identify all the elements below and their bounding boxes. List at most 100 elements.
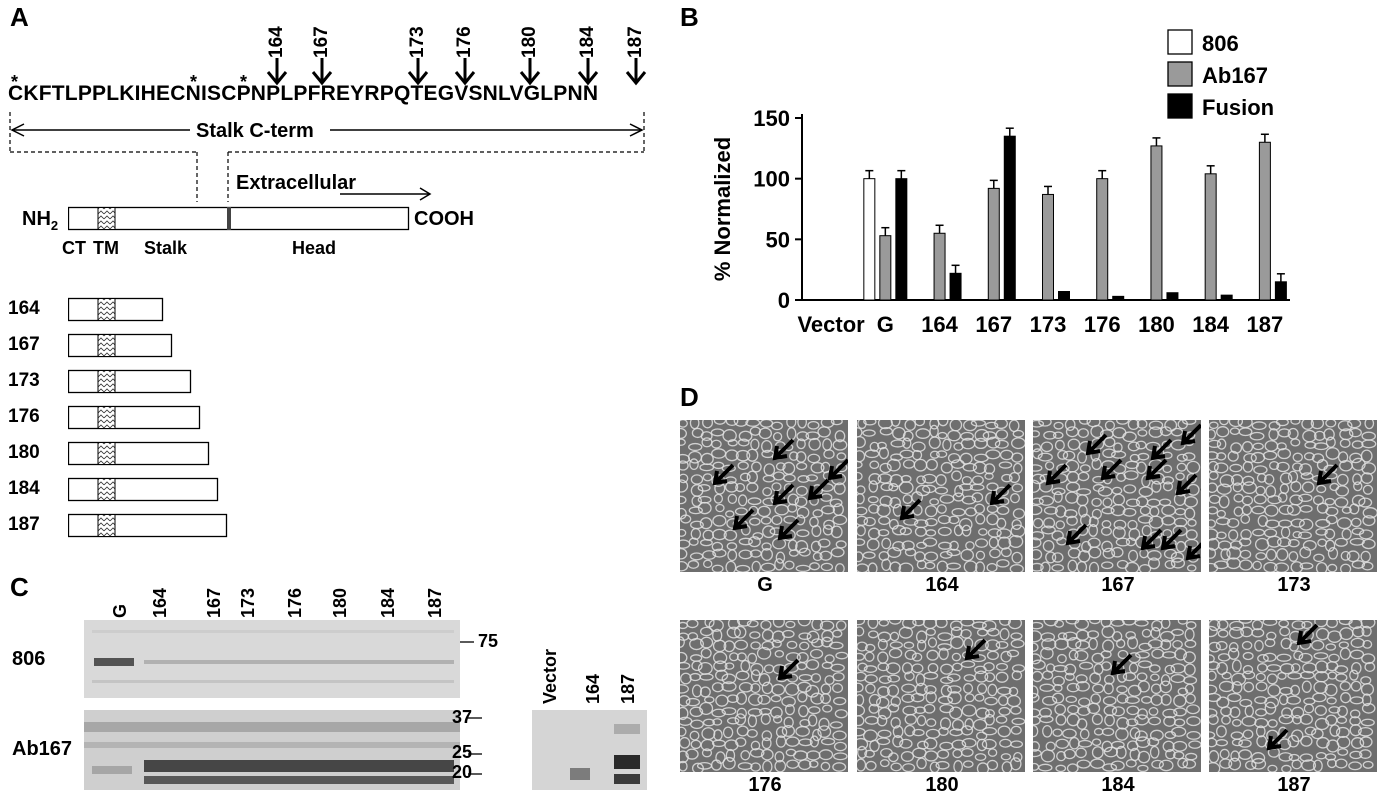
stalk-label: Stalk bbox=[144, 238, 188, 258]
bar bbox=[1166, 292, 1179, 301]
syncytia-arrow bbox=[1186, 542, 1201, 560]
syncytia-arrowhead bbox=[777, 665, 793, 681]
star-marker: * bbox=[190, 72, 198, 92]
syncytia-arrowhead bbox=[1150, 445, 1166, 461]
bar bbox=[1003, 135, 1016, 301]
syncytia-arrowhead bbox=[989, 490, 1005, 506]
extracellular-label: Extracellular bbox=[236, 172, 357, 194]
bar bbox=[895, 178, 908, 301]
stalk-sequence: CKFTLPPLKIHECNISCPNPLPFREYRPQTEGVSNLVGLP… bbox=[8, 82, 599, 105]
syncytia-arrow bbox=[1176, 473, 1198, 495]
blot-806 bbox=[84, 620, 460, 698]
y-tick-label: 150 bbox=[753, 106, 790, 131]
residue-arrow bbox=[407, 58, 429, 86]
x-tick-label: 180 bbox=[1138, 312, 1175, 337]
micrograph bbox=[1033, 620, 1201, 772]
syncytia-arrowhead bbox=[1185, 545, 1201, 561]
syncytia-arrow bbox=[773, 438, 795, 460]
syncytia-arrowhead bbox=[1175, 480, 1191, 496]
blot-lane-label: 164 bbox=[150, 587, 170, 618]
syncytia-arrow bbox=[1046, 463, 1068, 485]
panel-a-letter: A bbox=[10, 2, 29, 32]
syncytia-arrowhead bbox=[712, 470, 728, 486]
blot-right-lane-label: Vector bbox=[540, 648, 560, 704]
bar bbox=[1150, 145, 1163, 301]
construct-label: 173 bbox=[8, 370, 40, 391]
syncytia-arrowhead bbox=[807, 485, 823, 501]
micrograph bbox=[857, 620, 1025, 772]
panel-c-letter: C bbox=[10, 572, 29, 602]
micrograph-label: G bbox=[757, 574, 773, 596]
legend-label: Ab167 bbox=[1202, 63, 1268, 88]
head-label: Head bbox=[292, 238, 337, 258]
bar bbox=[1204, 173, 1217, 301]
residue-arrow bbox=[519, 58, 541, 86]
bar bbox=[1042, 193, 1054, 301]
construct-label: 180 bbox=[8, 442, 40, 463]
syncytia-arrowhead bbox=[772, 490, 788, 506]
construct-bar bbox=[68, 405, 201, 430]
syncytia-arrow bbox=[733, 508, 755, 530]
syncytia-arrowhead bbox=[1065, 530, 1081, 546]
panel-d-letter: D bbox=[680, 382, 699, 412]
residue-number-label: 167 bbox=[311, 26, 332, 58]
blot-row-label-ab167: Ab167 bbox=[12, 738, 73, 760]
stalk-cterm-diagram bbox=[9, 112, 645, 202]
micrograph-label: 173 bbox=[1277, 574, 1311, 596]
construct-label: 184 bbox=[8, 478, 40, 499]
bar bbox=[1220, 294, 1233, 301]
syncytia-arrowhead bbox=[777, 525, 793, 541]
syncytia-arrowhead bbox=[1316, 470, 1332, 486]
blot-lane-label: 176 bbox=[285, 587, 305, 618]
syncytia-arrowhead bbox=[1085, 440, 1101, 456]
syncytia-arrowhead bbox=[1110, 660, 1126, 676]
legend-swatch bbox=[1167, 61, 1193, 87]
extracellular-arrow bbox=[340, 187, 432, 201]
stalk-cterm-label: Stalk C-term bbox=[196, 120, 314, 142]
syncytia-arrowhead bbox=[1045, 470, 1061, 486]
residue-number-label: 176 bbox=[454, 26, 475, 58]
y-tick-label: 100 bbox=[753, 167, 790, 192]
syncytia-arrow bbox=[1066, 523, 1088, 545]
residue-arrow bbox=[454, 58, 476, 86]
tm-label: TM bbox=[93, 238, 119, 258]
x-tick-label: 173 bbox=[1030, 312, 1067, 337]
syncytia-arrow bbox=[1141, 528, 1163, 550]
bar bbox=[1058, 291, 1070, 301]
micrograph-label: 180 bbox=[925, 774, 959, 796]
syncytia-arrow bbox=[1101, 458, 1123, 480]
legend-label: 806 bbox=[1202, 31, 1239, 56]
syncytia-arrowhead bbox=[827, 465, 843, 481]
construct-label: 176 bbox=[8, 406, 40, 427]
syncytia-arrow bbox=[773, 483, 795, 505]
syncytia-arrow bbox=[808, 478, 830, 500]
syncytia-arrow bbox=[1317, 463, 1339, 485]
blot-right bbox=[532, 710, 647, 790]
x-tick-label: G bbox=[877, 312, 894, 337]
ct-label: CT bbox=[62, 238, 86, 258]
syncytia-arrowhead bbox=[1140, 535, 1156, 551]
construct-bar bbox=[68, 369, 192, 394]
blot-row-label-806: 806 bbox=[12, 648, 46, 670]
mw-37: 37 bbox=[452, 707, 473, 727]
syncytia-arrow bbox=[1146, 458, 1168, 480]
nh2-label: NH2 bbox=[22, 208, 59, 233]
syncytia-arrowhead bbox=[1160, 535, 1176, 551]
blot-lane-label: 187 bbox=[425, 587, 445, 618]
micrograph bbox=[1209, 620, 1377, 772]
cooh-label: COOH bbox=[414, 208, 474, 230]
micrograph-label: 184 bbox=[1101, 774, 1135, 796]
construct-label: 164 bbox=[8, 298, 40, 319]
syncytia-arrow bbox=[713, 463, 735, 485]
mw-20: 20 bbox=[452, 762, 473, 782]
bar bbox=[1112, 295, 1125, 301]
construct-bar bbox=[68, 513, 228, 538]
x-tick-label: 164 bbox=[921, 312, 958, 337]
syncytia-arrow bbox=[990, 483, 1012, 505]
bar bbox=[1258, 141, 1271, 301]
syncytia-arrowhead bbox=[1100, 465, 1116, 481]
construct-bar bbox=[68, 297, 164, 322]
micrograph-label: 176 bbox=[748, 774, 782, 796]
micrograph bbox=[1209, 420, 1377, 572]
legend-label: Fusion bbox=[1202, 95, 1274, 120]
